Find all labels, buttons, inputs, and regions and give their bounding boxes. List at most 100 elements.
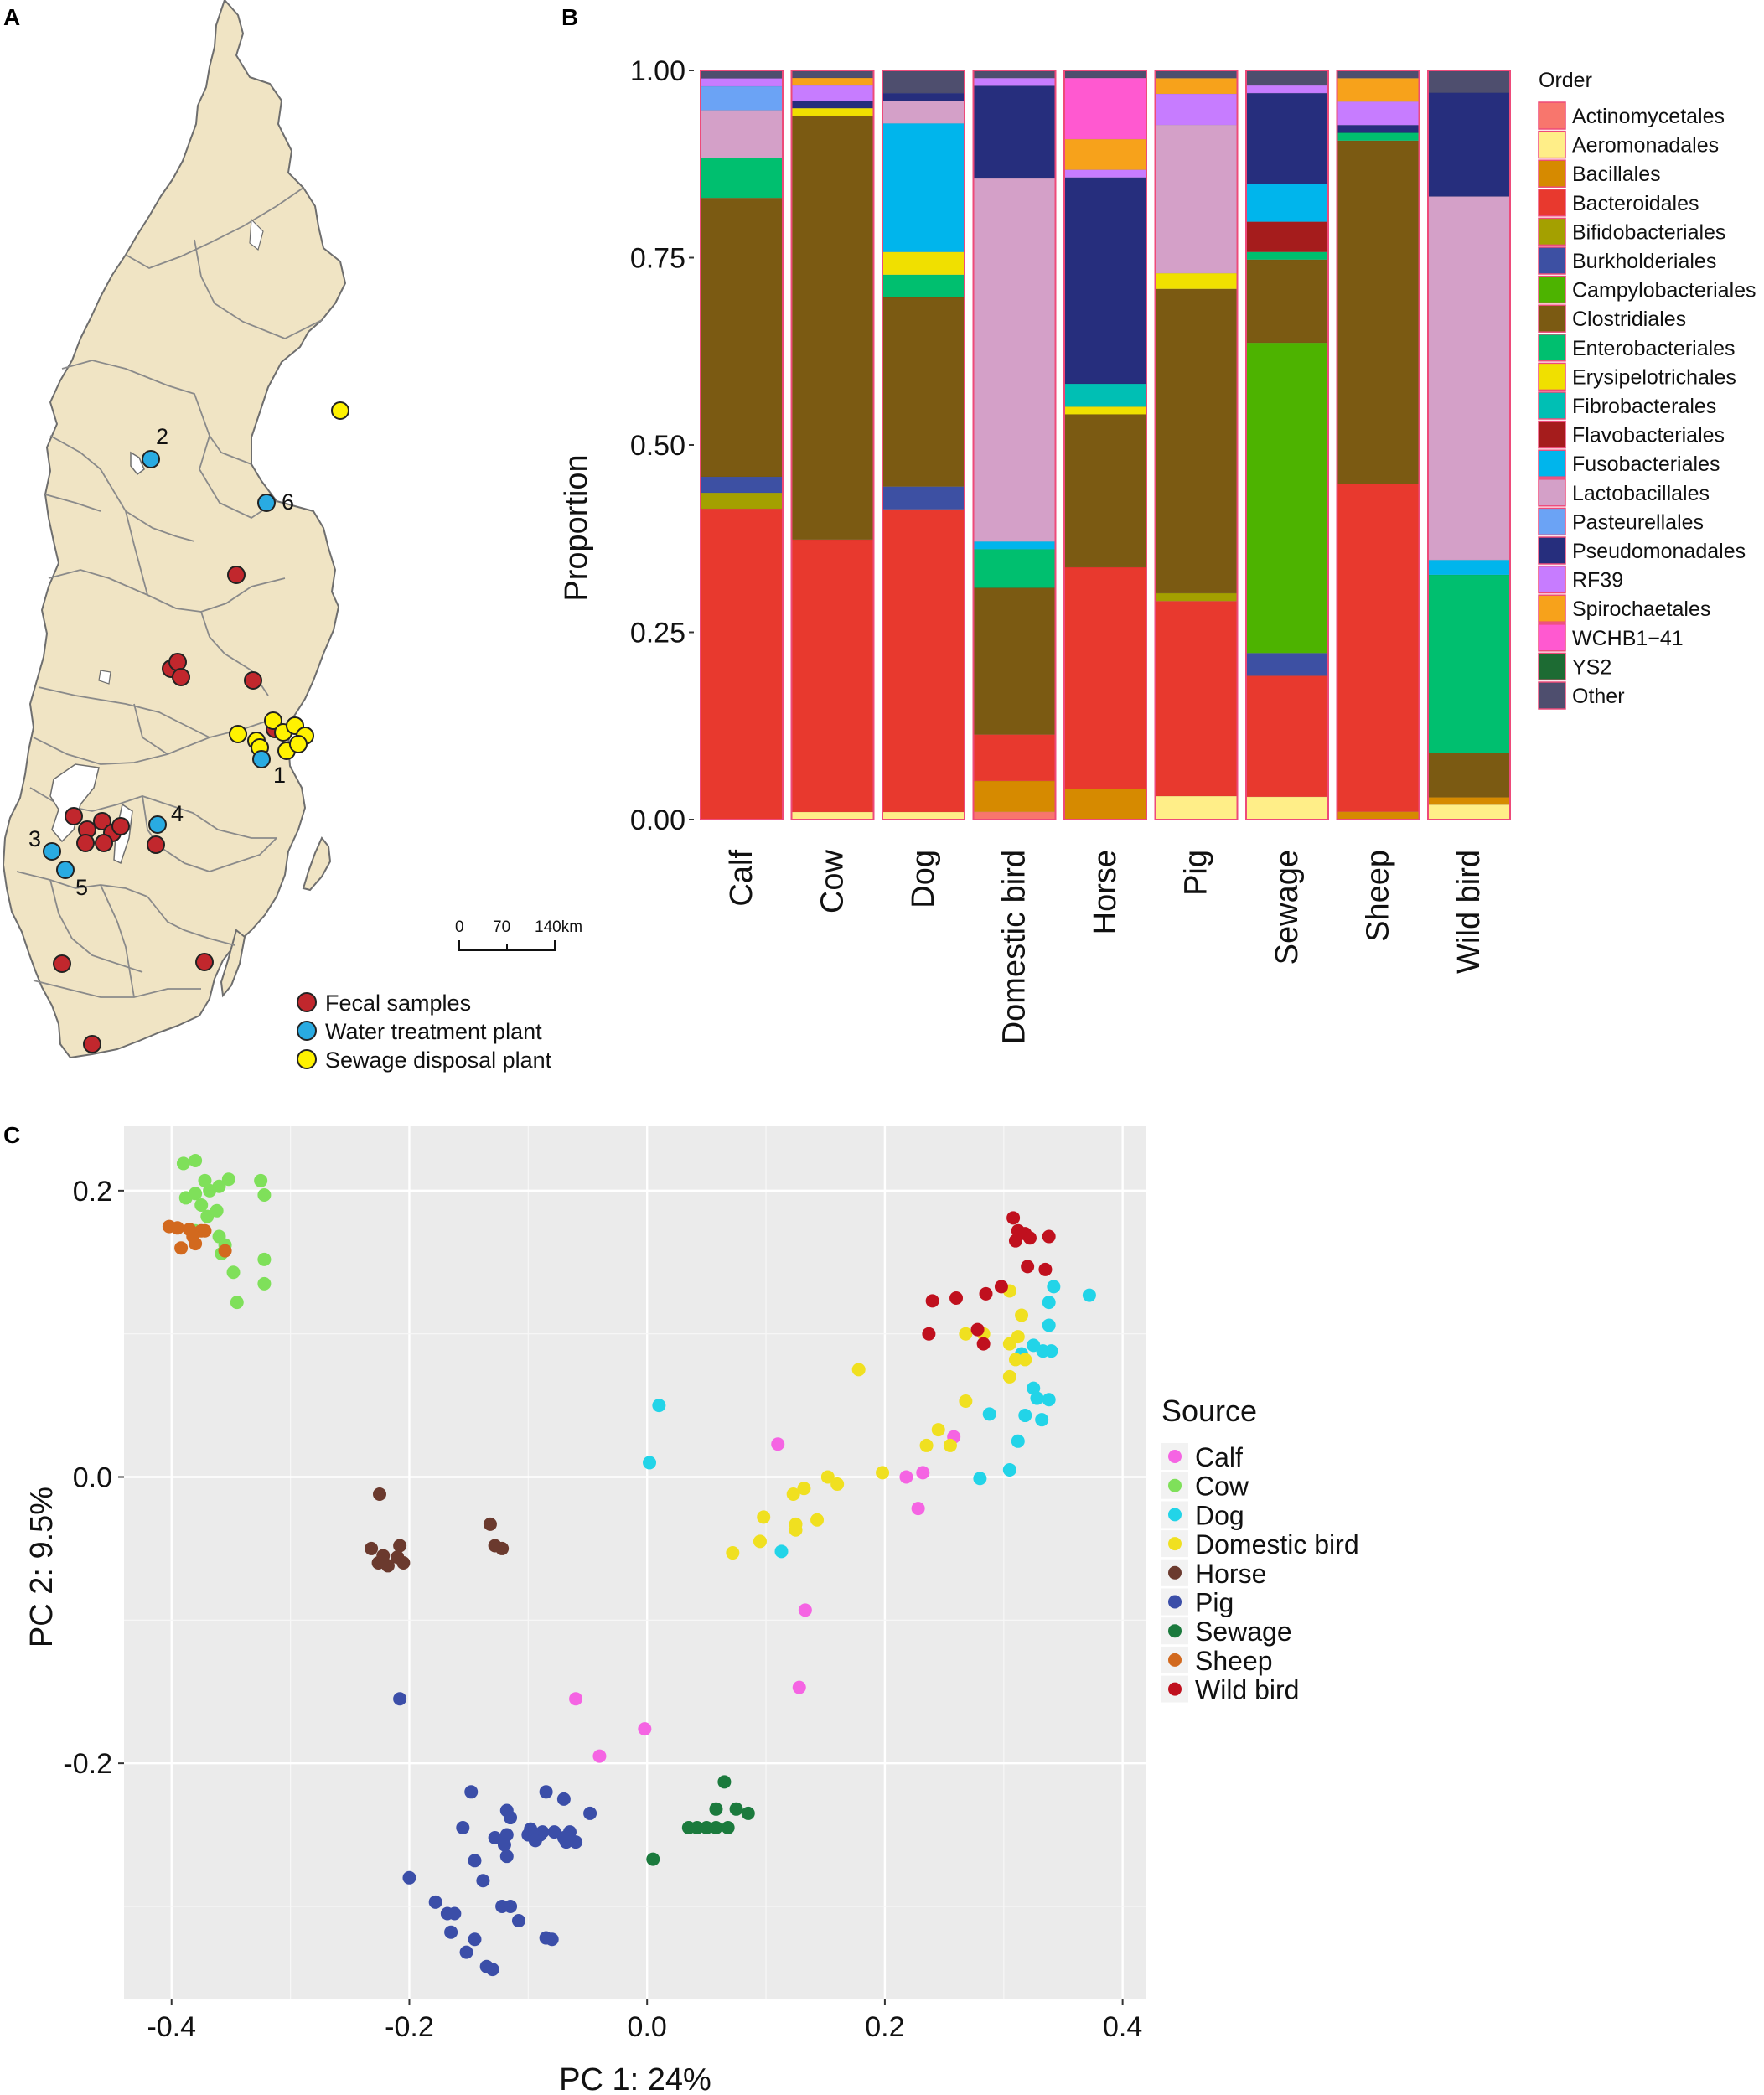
bar-legend-label-flavobacteriales: Flavobacteriales [1572, 424, 1725, 447]
bar-legend-swatch-rf39 [1538, 565, 1566, 594]
bar-segment-calf-rf39 [700, 78, 784, 87]
scatter-point-cow [257, 1276, 272, 1291]
scatter-point-calf [638, 1722, 652, 1736]
bar-legend-swatch-ys2 [1538, 652, 1566, 681]
scatter-point-cow [198, 1173, 212, 1187]
scatter-y-axis-title: PC 2: 9.5% [24, 1487, 59, 1648]
scatter-y-tick-label: 0.2 [73, 1176, 112, 1208]
lake-vanern [49, 763, 100, 843]
bar-segment-sewage-aeromonadales [1245, 796, 1329, 820]
bar-segment-dog-bacteroidales [882, 509, 965, 813]
scatter-point-sewage [729, 1802, 743, 1816]
bar-segment-horse-clostridiales [1063, 414, 1147, 568]
scatter-series-pig [393, 1692, 597, 1977]
lake-siljan [98, 670, 111, 685]
bar-x-label-wild-bird: Wild bird [1451, 850, 1487, 974]
scatter-point-sewage [646, 1852, 660, 1866]
scatter-point-sheep [198, 1223, 212, 1238]
scatter-point-cow [194, 1198, 209, 1212]
bar-segment-sheep-bacteroidales [1337, 484, 1420, 812]
scatter-point-calf [899, 1470, 913, 1484]
map-legend: Fecal samples Water treatment plant Sewa… [297, 991, 552, 1073]
bar-segment-domestic-bird-bacillales [973, 780, 1056, 813]
scatter-point-pig [539, 1785, 553, 1799]
bar-x-label-domestic-bird: Domestic bird [997, 850, 1032, 1044]
bar-legend-label-bifidobacteriales: Bifidobacteriales [1572, 220, 1725, 244]
scatter-y-tick-label: 0.0 [73, 1462, 112, 1494]
bar-x-axis: Calf Cow Dog Domestic bird Horse Pig Sewage She… [724, 849, 1487, 1044]
scatter-point-domestic-bird [959, 1394, 973, 1408]
bar-segment-cow-aeromonadales [791, 811, 874, 820]
scatter-point-wild-bird [994, 1280, 1008, 1294]
scatter-point-pig [468, 1932, 482, 1947]
bar-segment-domestic-bird-actinomycetales [973, 811, 1056, 820]
scatter-series-horse [365, 1487, 510, 1573]
scatter-point-wild-bird [1042, 1229, 1056, 1244]
bar-segment-horse-bacteroidales [1063, 566, 1147, 789]
scatter-point-calf [569, 1692, 583, 1706]
bar-segment-wild-bird-lactobacillales [1427, 196, 1511, 561]
bar-legend-swatch-campylobacteriales [1538, 275, 1566, 304]
bar-legend-swatch-enterobacteriales [1538, 334, 1566, 362]
scatter-point-domestic-bird [1002, 1337, 1016, 1351]
bar-legend-swatch-fibrobacterales [1538, 391, 1566, 420]
scatter-point-horse [365, 1541, 379, 1555]
scatter-point-pig [464, 1785, 479, 1799]
scatter-legend-label-sheep: Sheep [1195, 1646, 1273, 1676]
bar-segment-horse-erysipelotrichales [1063, 406, 1147, 415]
scatter-legend-label-cow: Cow [1195, 1472, 1249, 1502]
bar-segment-pig-erysipelotrichales [1155, 272, 1238, 290]
scatter-point-pig [545, 1932, 559, 1947]
water-plant-marker [56, 861, 75, 879]
bar-segment-domestic-bird-lactobacillales [973, 178, 1056, 542]
fecal-sample-marker [95, 834, 113, 852]
scatter-legend-swatch-dog [1168, 1508, 1182, 1522]
bar-outline-sheep [1336, 70, 1420, 820]
bar-segment-cow-other [791, 70, 874, 79]
bar-segment-domestic-bird-other [973, 70, 1056, 79]
scatter-point-dog [1011, 1434, 1025, 1448]
scatter-x-tick-label: -0.4 [147, 2011, 196, 2043]
bar-segment-sheep-pseudomonadales [1337, 124, 1420, 133]
scatter-point-domestic-bird [726, 1546, 740, 1560]
bar-segment-sheep-spirochaetales [1337, 78, 1420, 102]
bar-y-tick-0-25: 0.25 [630, 618, 685, 649]
scatter-series-dog [643, 1280, 1096, 1559]
scatter-x-tick-label: 0.0 [628, 2011, 667, 2043]
bar-legend-swatch-actinomycetales [1538, 101, 1566, 130]
panel-b: B Proportion 0.00 0.25 0.50 0.75 1.00 Calf Co… [559, 4, 1756, 1044]
scatter-point-pig [504, 1811, 518, 1825]
bar-segment-cow-erysipelotrichales [791, 107, 874, 116]
fecal-sample-marker [93, 812, 111, 830]
bar-segment-calf-bifidobacteriales [700, 492, 784, 510]
scatter-point-pig [393, 1692, 407, 1706]
site-label-5: 5 [75, 875, 88, 900]
scatter-point-domestic-bird [789, 1523, 803, 1537]
bar-segment-wild-bird-enterobacteriales [1427, 574, 1511, 753]
scatter-point-pig [495, 1899, 510, 1913]
scatter-point-pig [485, 1963, 499, 1977]
bar-legend-label-fibrobacterales: Fibrobacterales [1572, 395, 1716, 418]
bar-segment-dog-other [882, 70, 965, 94]
bar-stack-sewage [1245, 70, 1329, 820]
fecal-sample-marker [172, 668, 190, 686]
bar-legend-label-pasteurellales: Pasteurellales [1572, 510, 1704, 534]
bar-segment-sewage-bacteroidales [1245, 675, 1329, 798]
scatter-point-sewage [690, 1821, 704, 1835]
bar-legend: Order Actinomycetales Aeromonadales Bacill… [1538, 69, 1756, 710]
scatter-point-domestic-bird [943, 1438, 957, 1452]
bar-segment-pig-bifidobacteriales [1155, 592, 1238, 602]
scatter-point-dog [774, 1544, 789, 1559]
map-legend-label-water: Water treatment plant [325, 1019, 542, 1044]
map-legend-swatch-fecal [297, 992, 317, 1012]
scatter-point-calf [792, 1680, 806, 1694]
scatter-point-horse [380, 1559, 395, 1573]
scatter-point-dog [1082, 1288, 1096, 1302]
scatter-point-cow [257, 1252, 272, 1266]
bar-segment-pig-rf39 [1155, 93, 1238, 126]
scatter-point-wild-bird [949, 1291, 964, 1305]
scatter-point-pig [556, 1792, 571, 1806]
fecal-sample-marker [195, 953, 214, 971]
water-plant-marker [252, 750, 271, 768]
